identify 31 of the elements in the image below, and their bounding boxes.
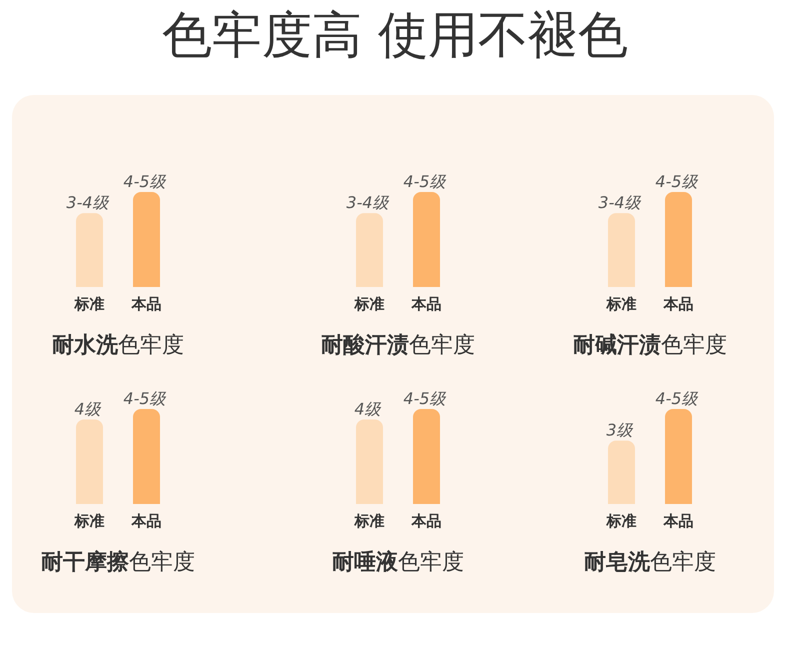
data-label: 3-4级: [598, 193, 642, 212]
x-axis-title: 耐干摩擦色牢度: [41, 549, 195, 575]
data-label: 3-4级: [66, 193, 110, 212]
x-tick-label: 本品: [410, 512, 442, 530]
data-label: 4-5级: [655, 389, 699, 408]
text: 色牢度高 使用不褪色: [162, 6, 628, 64]
x-tick-label: 本品: [130, 512, 162, 530]
x-axis-title: 耐水洗色牢度: [52, 333, 184, 358]
data-label: 3级: [606, 420, 634, 440]
x-tick-label: 标准: [74, 512, 104, 530]
x-tick-label: 本品: [130, 295, 162, 313]
x-axis-title: 耐碱汗渍色牢度: [573, 333, 727, 358]
x-tick-label: 标准: [74, 295, 104, 313]
data-label: 3-4级: [346, 193, 390, 212]
x-tick-label: 本品: [662, 512, 694, 530]
data-label: 4-5级: [403, 172, 447, 191]
data-label: 4-5级: [123, 389, 167, 408]
x-tick-label: 标准: [354, 295, 384, 313]
data-label: 4-5级: [123, 172, 167, 191]
x-tick-label: 标准: [606, 295, 636, 313]
x-tick-label: 本品: [662, 295, 694, 313]
x-axis-title: 耐唾液色牢度: [332, 549, 464, 575]
data-label: 4级: [354, 400, 382, 419]
x-tick-label: 标准: [354, 512, 384, 530]
data-label: 4-5级: [655, 172, 699, 191]
x-axis-title: 耐皂洗色牢度: [584, 550, 716, 575]
x-tick-label: 本品: [410, 295, 442, 313]
x-tick-label: 标准: [606, 512, 636, 530]
data-label: 4级: [74, 400, 102, 419]
data-label: 4-5级: [403, 389, 447, 408]
x-axis-title: 耐酸汗渍色牢度: [321, 333, 475, 358]
